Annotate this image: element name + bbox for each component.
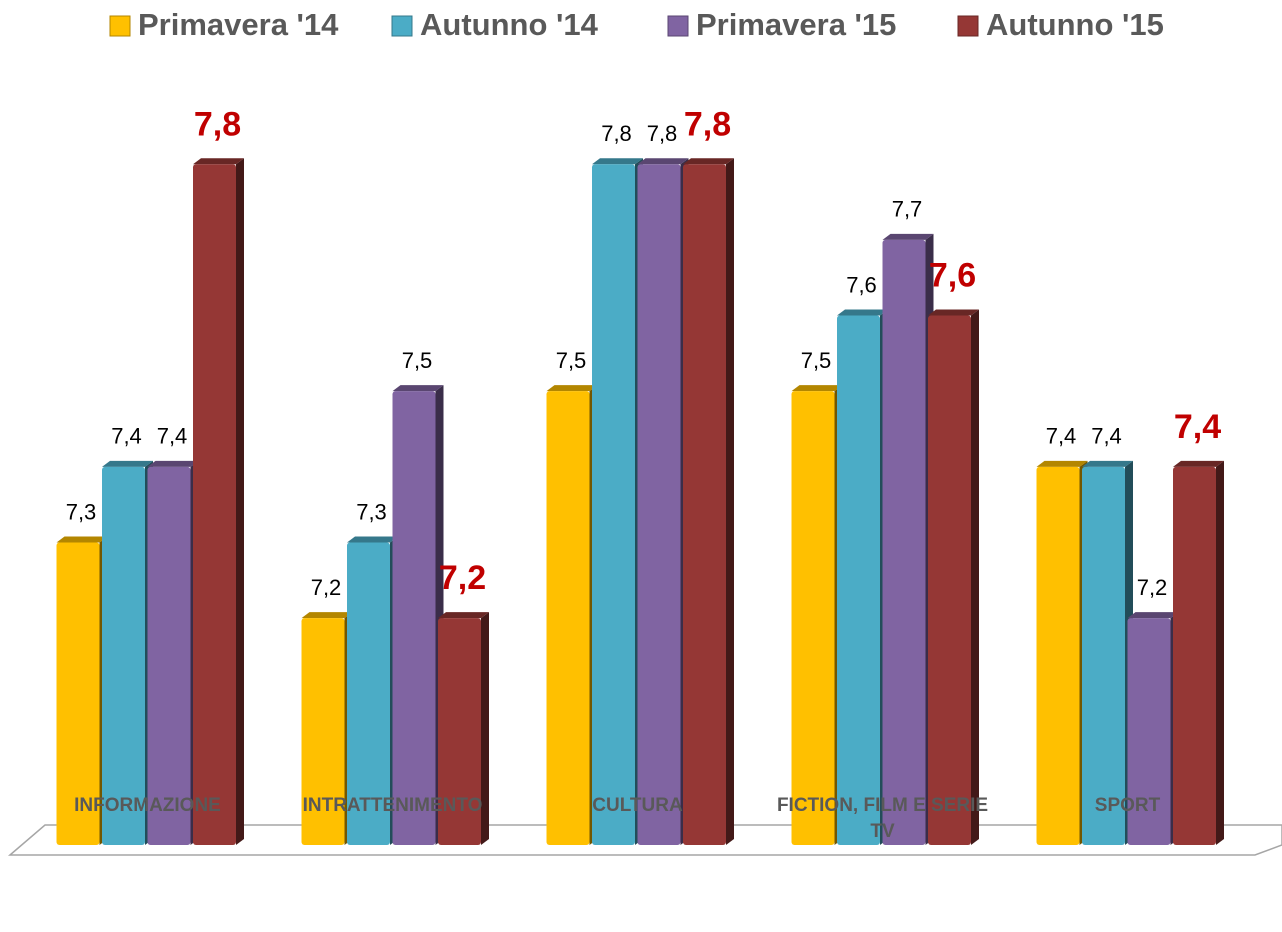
- bar-top: [837, 309, 888, 316]
- bar-top: [683, 158, 734, 165]
- bar: [438, 618, 481, 845]
- legend-swatch: [109, 15, 131, 37]
- data-label: 7,6: [846, 272, 877, 297]
- x-tick-label: INTRATTENIMENTO: [302, 795, 483, 816]
- bar-side: [1216, 460, 1224, 845]
- data-label: 7,3: [66, 499, 97, 524]
- bar: [301, 618, 345, 845]
- data-label: 7,5: [801, 348, 832, 373]
- data-label: 7,4: [1174, 408, 1221, 446]
- data-label: 7,4: [157, 424, 188, 449]
- bar-top: [392, 385, 444, 392]
- bar-top: [1082, 460, 1133, 467]
- bar: [882, 239, 926, 846]
- legend-label: Primavera '14: [138, 7, 339, 42]
- legend-swatch: [391, 15, 413, 37]
- bar: [928, 315, 971, 846]
- bar-top: [592, 158, 643, 165]
- bar-top: [882, 233, 934, 240]
- bar: [1036, 466, 1080, 845]
- bar: [592, 164, 635, 846]
- bar: [1173, 466, 1216, 845]
- legend-label: Autunno '14: [420, 7, 599, 42]
- bar: [56, 542, 100, 845]
- legend-swatch: [667, 15, 689, 37]
- data-label: 7,3: [356, 499, 387, 524]
- data-label: 7,8: [684, 105, 731, 143]
- data-label: 7,6: [929, 257, 976, 295]
- bar-top: [347, 536, 398, 543]
- data-label: 7,7: [892, 197, 923, 222]
- bar-side: [481, 612, 489, 845]
- bar: [637, 164, 681, 846]
- bar: [193, 164, 236, 846]
- legend-label: Autunno '15: [986, 7, 1164, 42]
- bar: [791, 391, 835, 845]
- x-tick-label: FICTION, FILM E SERIE TV: [776, 795, 989, 842]
- bar-top: [1036, 460, 1088, 467]
- bar-top: [637, 158, 689, 165]
- bar: [546, 391, 590, 845]
- bar-side: [236, 158, 244, 846]
- bar: [1127, 618, 1171, 845]
- bar-top: [1173, 460, 1224, 467]
- x-tick-label: SPORT: [1094, 795, 1161, 816]
- legend-swatch: [957, 15, 979, 37]
- bar-side: [971, 309, 979, 846]
- data-label: 7,2: [311, 575, 342, 600]
- x-tick-label: CULTURA: [592, 795, 683, 816]
- data-label: 7,8: [647, 121, 678, 146]
- data-label: 7,4: [1046, 424, 1077, 449]
- bar-top: [301, 612, 353, 619]
- bar-top: [56, 536, 108, 543]
- data-label: 7,5: [556, 348, 587, 373]
- data-label: 7,2: [439, 559, 486, 597]
- bar-top: [147, 460, 199, 467]
- data-label: 7,8: [601, 121, 632, 146]
- bar-top: [546, 385, 598, 392]
- data-label: 7,8: [194, 105, 241, 143]
- data-label: 7,4: [1091, 424, 1122, 449]
- bar: [683, 164, 726, 846]
- bar: [347, 542, 390, 845]
- bar: [392, 391, 436, 845]
- bar: [1082, 466, 1125, 845]
- bar-top: [193, 158, 244, 165]
- legend-label: Primavera '15: [696, 7, 896, 42]
- bar: [102, 466, 145, 845]
- bar-top: [102, 460, 153, 467]
- bar-top: [791, 385, 843, 392]
- bar: [837, 315, 880, 846]
- data-label: 7,2: [1137, 575, 1168, 600]
- bar-top: [928, 309, 979, 316]
- data-label: 7,4: [111, 424, 142, 449]
- data-label: 7,5: [402, 348, 433, 373]
- x-tick-label: INFORMAZIONE: [74, 795, 221, 816]
- bar-top: [438, 612, 489, 619]
- bar-side: [726, 158, 734, 846]
- bar-top: [1127, 612, 1179, 619]
- bar: [147, 466, 191, 845]
